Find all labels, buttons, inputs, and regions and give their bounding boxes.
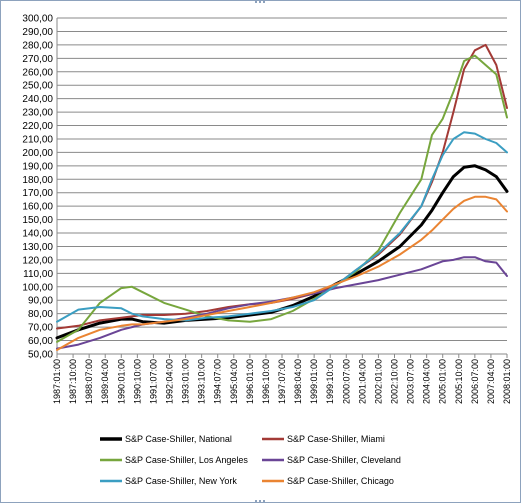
x-tick-label: 1992:04:00 [165, 359, 175, 404]
x-tick-label: 2004:04:00 [422, 359, 432, 404]
y-tick-label: 110,00 [23, 269, 53, 280]
x-tick-label: 2008:01:00 [502, 359, 512, 404]
y-tick-label: 200,00 [22, 148, 53, 159]
series-lines [55, 43, 509, 351]
y-tick-label: 270,00 [22, 54, 53, 65]
legend-label: S&P Case-Shiller, New York [125, 476, 237, 486]
x-tick-label: 1999:10:00 [325, 359, 335, 404]
x-tick-label: 1990:10:00 [132, 359, 142, 404]
y-tick-label: 260,00 [22, 67, 53, 78]
y-tick-label: 220,00 [22, 121, 53, 132]
y-tick-label: 280,00 [22, 40, 53, 51]
x-tick-label: 1990:01:00 [116, 359, 126, 404]
bottom-resize-handle[interactable] [255, 500, 265, 503]
x-tick-label: 2001:04:00 [357, 359, 367, 404]
gridlines [57, 17, 507, 355]
y-tick-label: 240,00 [22, 94, 53, 105]
axes: 300,00 290,00 280,00 270,00 260,00 250,00 240,… [22, 14, 512, 405]
y-tick-label: 300,00 [22, 14, 53, 25]
x-tick-label: 2006:07:00 [470, 359, 480, 404]
x-tick-label: 1994:07:00 [213, 359, 223, 404]
y-tick-label: 130,00 [22, 242, 53, 253]
top-resize-handle[interactable] [255, 0, 265, 3]
y-tick-label: 190,00 [22, 161, 53, 172]
x-tick-label: 1991:07:00 [148, 359, 158, 404]
y-tick-label: 180,00 [22, 175, 53, 186]
y-tick-label: 120,00 [22, 255, 53, 266]
x-tick-label: 1998:04:00 [293, 359, 303, 404]
y-tick-label: 90,00 [28, 296, 53, 307]
x-tick-label: 2007:04:00 [486, 359, 496, 404]
series-line-0 [55, 164, 509, 340]
y-tick-label: 60,00 [28, 336, 53, 347]
y-tick-label: 100,00 [22, 282, 53, 293]
legend-label: S&P Case-Shiller, Miami [287, 434, 385, 444]
y-tick-label: 160,00 [22, 202, 53, 213]
x-tick-label: 1995:04:00 [229, 359, 239, 404]
legend-label: S&P Case-Shiller, Cleveland [287, 455, 401, 465]
series-line-4 [56, 131, 508, 323]
legend-label: S&P Case-Shiller, Los Angeles [125, 455, 248, 465]
x-tick-label: 1993:10:00 [197, 359, 207, 404]
y-tick-label: 140,00 [22, 229, 53, 240]
x-tick-label: 1996:10:00 [261, 359, 271, 404]
x-tick-label: 1987:10:00 [68, 359, 78, 404]
x-tick-label: 1989:04:00 [100, 359, 110, 404]
x-tick-label: 1996:01:00 [245, 359, 255, 404]
legend-label: S&P Case-Shiller, National [125, 434, 232, 444]
series-line-5 [56, 195, 508, 351]
y-tick-label: 250,00 [22, 81, 53, 92]
x-tick-label: 1993:01:00 [181, 359, 191, 404]
y-tick-label: 290,00 [22, 27, 53, 38]
y-tick-label: 50,00 [28, 350, 53, 361]
series-line-2 [56, 54, 508, 343]
x-tick-label: 2003:07:00 [406, 359, 416, 404]
series-line-3 [56, 256, 508, 350]
y-tick-label: 170,00 [22, 188, 53, 199]
y-tick-label: 70,00 [28, 323, 53, 334]
y-tick-label: 80,00 [28, 309, 53, 320]
x-tick-label: 1997:07:00 [277, 359, 287, 404]
x-tick-label: 2005:10:00 [454, 359, 464, 404]
legend-label: S&P Case-Shiller, Chicago [287, 476, 394, 486]
series-line-1 [56, 43, 508, 330]
y-tick-label: 210,00 [22, 134, 53, 145]
x-tick-label: 1999:01:00 [309, 359, 319, 404]
x-tick-label: 2005:01:00 [438, 359, 448, 404]
x-tick-label: 1988:07:00 [84, 359, 94, 404]
x-tick-label: 1987:01:00 [52, 359, 62, 404]
x-tick-label: 2002:01:00 [373, 359, 383, 404]
legend: S&P Case-Shiller, National S&P Case-Shill… [100, 434, 401, 486]
y-tick-label: 230,00 [22, 108, 53, 119]
y-tick-label: 150,00 [22, 215, 53, 226]
x-tick-label: 2002:10:00 [390, 359, 400, 404]
x-tick-label: 2000:07:00 [341, 359, 351, 404]
